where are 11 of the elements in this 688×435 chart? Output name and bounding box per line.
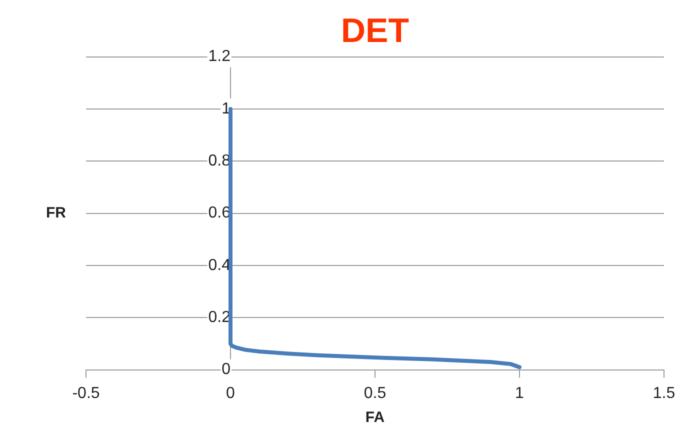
chart-title: DET: [341, 12, 410, 50]
y-tick-label: 1.2: [208, 48, 231, 66]
y-axis-title: FR: [46, 204, 66, 222]
x-tick-label: -0.5: [72, 384, 100, 402]
x-tick-label: 1: [515, 384, 524, 402]
y-tick-label: 0.4: [208, 256, 231, 274]
x-tick-label: 0.5: [364, 384, 386, 402]
x-axis-title: FA: [365, 409, 385, 426]
x-tick-label: 1.5: [652, 384, 676, 402]
y-tick-label: 1: [222, 100, 231, 118]
y-tick-label: 0: [222, 361, 231, 378]
